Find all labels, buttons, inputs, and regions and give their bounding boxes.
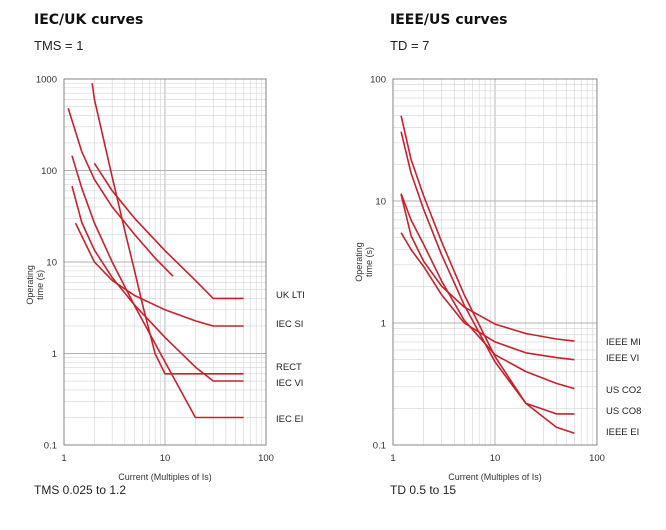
y-tick-label: 10 [46, 258, 57, 269]
y-axis-label: Operatingtime (s) [354, 242, 374, 282]
curve-label: UK LTI [276, 290, 305, 301]
curve-label: IEC VI [276, 378, 303, 389]
y-tick-label: 10 [375, 197, 386, 208]
chart-panel-1: IEC/UK curves TMS = 1 TMS 0.025 to 1.2 0.1 1… [25, 12, 305, 497]
chart-title: IEC/UK curves [34, 12, 143, 28]
y-tick-label: 100 [41, 166, 57, 177]
curve-ieee-vi [400, 232, 575, 361]
y-tick-label: 1000 [36, 75, 57, 86]
grid [64, 79, 266, 445]
chart-panel-2: IEEE/US curves TD = 7 TD 0.5 to 15 0.1 1 10 10… [354, 12, 641, 497]
curve-ieee-mi [400, 194, 575, 342]
y-tick-label: 0.1 [373, 441, 386, 452]
x-tick-label: 10 [490, 453, 501, 464]
y-tick-label: 1 [52, 349, 57, 360]
curve-us-co8 [400, 131, 575, 415]
y-tick-label: 100 [370, 75, 386, 86]
setting-range: TD 0.5 to 15 [390, 483, 456, 497]
curve-label: RECT [276, 362, 302, 373]
x-axis-label: Current (Multiples of Is) [448, 472, 542, 482]
curve-unlabeled [67, 107, 174, 277]
curve-iec-si [74, 222, 244, 327]
y-tick-label: 0.1 [44, 441, 57, 452]
curve-label: US CO2 [606, 385, 641, 396]
curve-label: IEEE VI [606, 353, 639, 364]
x-tick-label: 100 [589, 453, 605, 464]
chart-subtitle: TD = 7 [390, 38, 429, 53]
curve-iec-ei [71, 155, 244, 419]
y-axis-label: Operatingtime (s) [25, 265, 45, 305]
curve-uk-lti [93, 162, 244, 300]
curve-label: US CO8 [606, 406, 641, 417]
curve-iec-vi [71, 185, 244, 382]
x-tick-label: 1 [390, 453, 395, 464]
chart-subtitle: TMS = 1 [34, 38, 84, 53]
curve-label: IEEE MI [606, 337, 641, 348]
x-tick-label: 10 [160, 453, 171, 464]
plot-frame [63, 78, 267, 446]
curve-label: IEC EI [276, 414, 303, 425]
x-tick-label: 1 [61, 453, 66, 464]
curve-label: IEEE EI [606, 427, 639, 438]
x-axis-label: Current (Multiples of Is) [118, 472, 212, 482]
x-tick-label: 100 [258, 453, 274, 464]
setting-range: TMS 0.025 to 1.2 [34, 483, 126, 497]
curve-us-co2 [400, 193, 575, 390]
chart-title: IEEE/US curves [390, 12, 507, 28]
curve-label: IEC SI [276, 319, 303, 330]
y-tick-label: 1 [381, 319, 386, 330]
plot-frame [392, 78, 598, 446]
curve-ieee-ei [400, 115, 575, 434]
curve-rect [91, 83, 244, 375]
